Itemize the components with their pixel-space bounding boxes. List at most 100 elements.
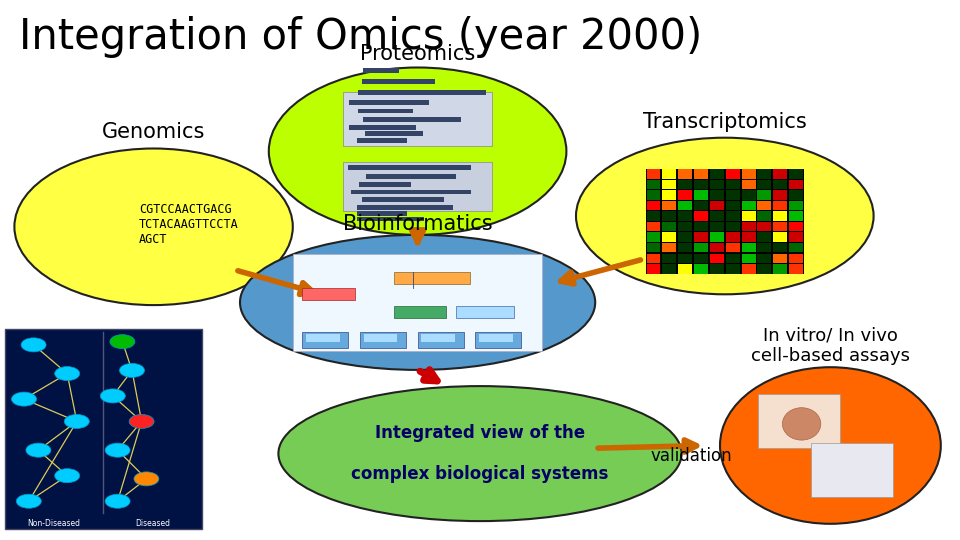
Bar <box>662 180 676 190</box>
Bar <box>709 243 724 252</box>
Bar <box>774 254 787 263</box>
Bar <box>789 180 803 190</box>
Bar <box>757 212 771 221</box>
Bar <box>741 212 756 221</box>
Bar <box>789 201 803 211</box>
Bar <box>726 212 739 221</box>
Bar <box>726 254 739 263</box>
Bar <box>678 222 692 232</box>
Bar <box>647 243 660 252</box>
Bar <box>349 100 429 105</box>
Text: Proteomics: Proteomics <box>360 44 475 64</box>
Bar <box>709 191 724 200</box>
Bar <box>757 232 771 242</box>
Bar <box>475 332 521 348</box>
Circle shape <box>55 367 80 381</box>
Circle shape <box>106 494 131 508</box>
Circle shape <box>101 389 126 403</box>
Bar <box>694 254 708 263</box>
Bar <box>348 165 471 170</box>
Bar <box>741 232 756 242</box>
Bar <box>774 232 787 242</box>
Bar <box>363 68 399 73</box>
Text: Bioinformatics: Bioinformatics <box>343 214 492 234</box>
Text: Non-Diseased: Non-Diseased <box>28 519 81 529</box>
Bar <box>360 332 406 348</box>
Bar <box>662 191 676 200</box>
Bar <box>694 201 708 211</box>
Text: Integration of Omics (year 2000): Integration of Omics (year 2000) <box>19 16 703 58</box>
Bar <box>789 222 803 232</box>
Circle shape <box>16 494 41 508</box>
Bar <box>678 191 692 200</box>
Circle shape <box>26 443 51 457</box>
Circle shape <box>109 335 134 349</box>
Bar <box>709 264 724 274</box>
Text: CGTCCAACTGACG
TCTACAAGTTCCTA
AGCT: CGTCCAACTGACG TCTACAAGTTCCTA AGCT <box>139 202 239 246</box>
Bar <box>364 334 397 342</box>
Bar <box>789 170 803 179</box>
Circle shape <box>106 443 131 457</box>
Bar <box>456 306 514 318</box>
Bar <box>741 180 756 190</box>
Bar <box>678 180 692 190</box>
Bar <box>662 243 676 252</box>
Bar <box>757 170 771 179</box>
Bar <box>709 170 724 179</box>
Bar <box>789 254 803 263</box>
Bar <box>741 170 756 179</box>
Bar <box>694 222 708 232</box>
Bar <box>694 264 708 274</box>
Bar <box>726 170 739 179</box>
Ellipse shape <box>782 408 821 440</box>
Circle shape <box>21 338 46 352</box>
Bar <box>344 162 492 211</box>
Bar <box>757 243 771 252</box>
Bar <box>694 191 708 200</box>
Bar <box>363 197 444 202</box>
Bar <box>302 332 348 348</box>
Bar <box>726 232 739 242</box>
Bar <box>726 243 739 252</box>
Text: Integrated view of the

complex biological systems: Integrated view of the complex biologica… <box>351 424 609 483</box>
Bar <box>645 168 804 274</box>
Bar <box>662 254 676 263</box>
Bar <box>306 334 340 342</box>
Bar <box>709 180 724 190</box>
Bar <box>678 264 692 274</box>
Text: Genomics: Genomics <box>102 122 205 143</box>
Bar <box>366 131 423 136</box>
Bar <box>789 264 803 274</box>
Text: Transcriptomics: Transcriptomics <box>643 111 806 132</box>
Circle shape <box>55 469 80 483</box>
Bar <box>647 264 660 274</box>
Bar <box>647 201 660 211</box>
Bar <box>741 201 756 211</box>
Bar <box>694 243 708 252</box>
Bar <box>757 254 771 263</box>
Circle shape <box>129 414 154 428</box>
Bar <box>358 90 486 94</box>
Bar <box>726 264 739 274</box>
Bar <box>694 232 708 242</box>
Bar <box>709 254 724 263</box>
Bar <box>741 222 756 232</box>
Bar <box>694 180 708 190</box>
Bar <box>757 180 771 190</box>
Bar <box>757 201 771 211</box>
Bar <box>421 334 455 342</box>
Bar <box>741 264 756 274</box>
Bar <box>349 125 417 130</box>
Bar <box>774 180 787 190</box>
Bar <box>709 232 724 242</box>
Bar <box>757 264 771 274</box>
Bar <box>789 232 803 242</box>
Ellipse shape <box>240 235 595 370</box>
Bar <box>694 212 708 221</box>
Bar <box>774 264 787 274</box>
Bar <box>647 180 660 190</box>
Bar <box>678 243 692 252</box>
Bar <box>678 170 692 179</box>
Bar <box>741 254 756 263</box>
Circle shape <box>119 363 144 377</box>
